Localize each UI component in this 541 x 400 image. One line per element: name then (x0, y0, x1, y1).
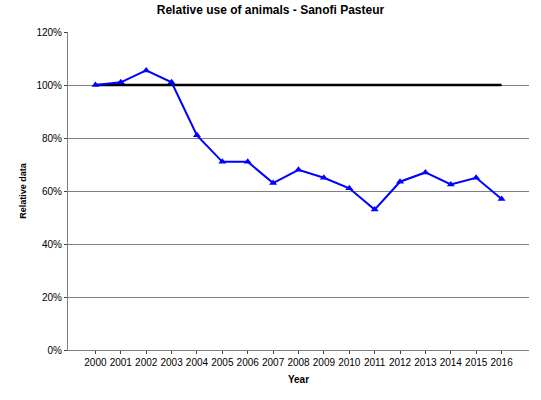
svg-text:Relative data: Relative data (18, 162, 28, 219)
svg-text:0%: 0% (48, 345, 63, 356)
svg-text:2003: 2003 (160, 357, 183, 368)
svg-text:80%: 80% (42, 133, 62, 144)
svg-text:2009: 2009 (313, 357, 336, 368)
svg-text:2011: 2011 (364, 357, 386, 368)
svg-text:2002: 2002 (135, 357, 158, 368)
svg-text:2010: 2010 (338, 357, 361, 368)
svg-text:2006: 2006 (237, 357, 260, 368)
svg-text:2001: 2001 (110, 357, 133, 368)
svg-text:40%: 40% (42, 239, 62, 250)
svg-text:2000: 2000 (84, 357, 107, 368)
svg-text:2015: 2015 (465, 357, 488, 368)
svg-text:2014: 2014 (440, 357, 463, 368)
svg-text:2012: 2012 (389, 357, 412, 368)
svg-text:2007: 2007 (262, 357, 285, 368)
svg-text:2013: 2013 (414, 357, 437, 368)
svg-text:2016: 2016 (490, 357, 513, 368)
svg-text:2005: 2005 (211, 357, 234, 368)
svg-text:20%: 20% (42, 292, 62, 303)
svg-text:2004: 2004 (186, 357, 209, 368)
svg-text:2008: 2008 (287, 357, 310, 368)
svg-text:Year: Year (288, 374, 309, 385)
svg-text:Relative use of animals - Sano: Relative use of animals - Sanofi Pasteur (157, 3, 385, 17)
svg-text:60%: 60% (42, 186, 62, 197)
svg-text:100%: 100% (36, 80, 62, 91)
svg-text:120%: 120% (36, 27, 62, 38)
